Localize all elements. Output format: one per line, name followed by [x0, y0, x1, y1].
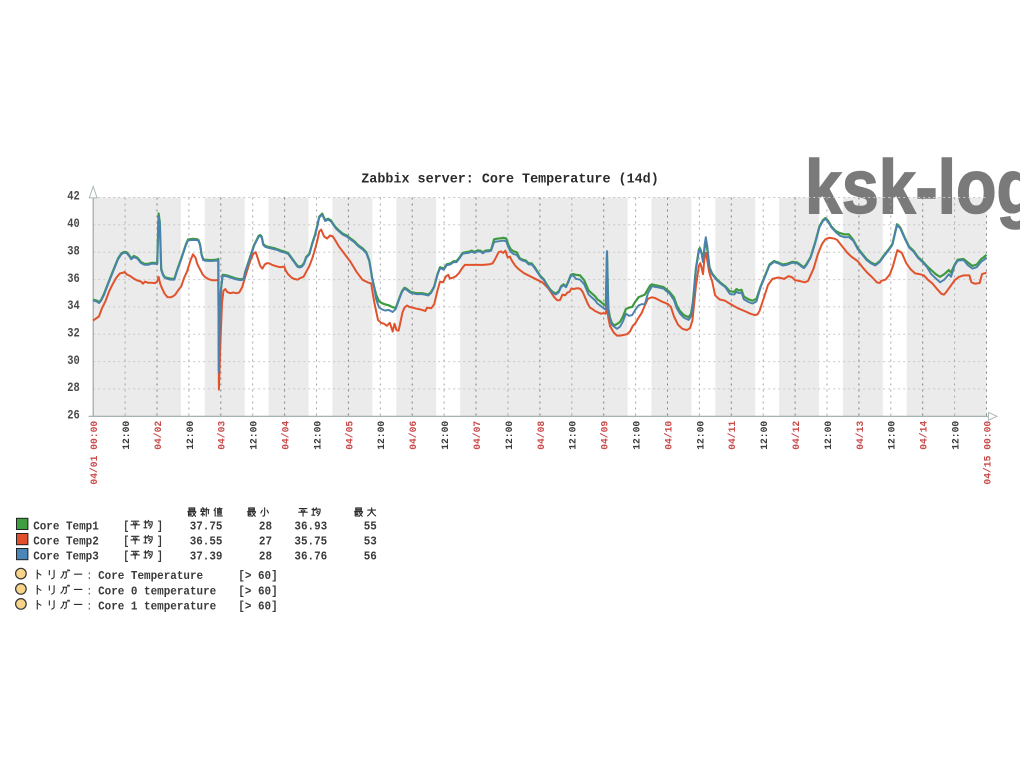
svg-text:[> 60]: [> 60]: [238, 599, 277, 613]
svg-text:12:00: 12:00: [823, 421, 835, 450]
svg-text:Core 0 temperature: Core 0 temperature: [98, 584, 216, 598]
svg-text:04/01 00:00: 04/01 00:00: [89, 421, 101, 485]
svg-text:12:00: 12:00: [504, 421, 516, 450]
svg-text:04/11: 04/11: [727, 421, 739, 450]
svg-text:Zabbix server: Core Temperatur: Zabbix server: Core Temperature (14d): [361, 172, 659, 188]
svg-text::: :: [87, 569, 91, 583]
svg-text:12:00: 12:00: [185, 421, 197, 450]
svg-text:[: [: [123, 549, 129, 563]
svg-text:04/15 00:00: 04/15 00:00: [982, 421, 994, 485]
svg-text:56: 56: [364, 549, 377, 563]
svg-text:12:00: 12:00: [312, 421, 324, 450]
svg-text:Core Temp2: Core Temp2: [33, 534, 99, 548]
svg-text:28: 28: [259, 519, 272, 533]
svg-text:12:00: 12:00: [887, 421, 899, 450]
svg-text:12:00: 12:00: [121, 421, 133, 450]
svg-text::: :: [87, 584, 91, 598]
svg-text:04/07: 04/07: [472, 421, 484, 450]
svg-text:[> 60]: [> 60]: [238, 584, 277, 598]
svg-text:Core Temp1: Core Temp1: [33, 519, 99, 533]
svg-text:12:00: 12:00: [759, 421, 771, 450]
svg-text:04/08: 04/08: [536, 421, 548, 450]
svg-text::: :: [87, 599, 91, 613]
svg-text:26: 26: [67, 409, 80, 423]
svg-text:30: 30: [67, 354, 80, 368]
svg-text:36.76: 36.76: [294, 549, 327, 563]
svg-text:37.39: 37.39: [190, 549, 223, 563]
svg-text:12:00: 12:00: [376, 421, 388, 450]
svg-text:37.75: 37.75: [190, 519, 223, 533]
svg-text:Core Temp3: Core Temp3: [33, 549, 99, 563]
svg-text:42: 42: [67, 190, 80, 204]
svg-text:28: 28: [67, 381, 80, 395]
svg-text:36.55: 36.55: [190, 534, 223, 548]
svg-text:Core 1 temperature: Core 1 temperature: [98, 599, 216, 613]
svg-text:04/13: 04/13: [855, 421, 867, 450]
svg-text:12:00: 12:00: [440, 421, 452, 450]
svg-text:04/04: 04/04: [281, 421, 293, 450]
svg-text:04/10: 04/10: [663, 421, 675, 450]
svg-text:]: ]: [157, 534, 163, 548]
svg-text:ksk-log: ksk-log: [805, 145, 1020, 230]
svg-text:04/12: 04/12: [791, 421, 803, 450]
svg-text:04/02: 04/02: [153, 421, 165, 450]
svg-text:04/14: 04/14: [919, 421, 931, 450]
svg-text:04/06: 04/06: [408, 421, 420, 450]
svg-text:12:00: 12:00: [249, 421, 261, 450]
svg-text:38: 38: [67, 244, 80, 258]
svg-text:36.93: 36.93: [294, 519, 327, 533]
svg-text:]: ]: [157, 549, 163, 563]
svg-text:27: 27: [259, 534, 272, 548]
svg-text:04/09: 04/09: [600, 421, 612, 450]
svg-text:53: 53: [364, 534, 377, 548]
svg-text:12:00: 12:00: [568, 421, 580, 450]
svg-text:04/05: 04/05: [344, 421, 356, 450]
svg-text:]: ]: [157, 519, 163, 533]
svg-text:Core Temperature: Core Temperature: [98, 569, 203, 583]
svg-text:12:00: 12:00: [632, 421, 644, 450]
svg-text:04/03: 04/03: [217, 421, 229, 450]
svg-text:32: 32: [67, 326, 80, 340]
svg-text:34: 34: [67, 299, 80, 313]
svg-text:28: 28: [259, 549, 272, 563]
svg-text:[: [: [123, 534, 129, 548]
svg-text:35.75: 35.75: [294, 534, 327, 548]
svg-text:40: 40: [67, 217, 80, 231]
svg-text:55: 55: [364, 519, 377, 533]
svg-text:[> 60]: [> 60]: [238, 569, 277, 583]
svg-text:12:00: 12:00: [951, 421, 963, 450]
svg-text:36: 36: [67, 272, 80, 286]
svg-text:[: [: [123, 519, 129, 533]
svg-text:12:00: 12:00: [695, 421, 707, 450]
